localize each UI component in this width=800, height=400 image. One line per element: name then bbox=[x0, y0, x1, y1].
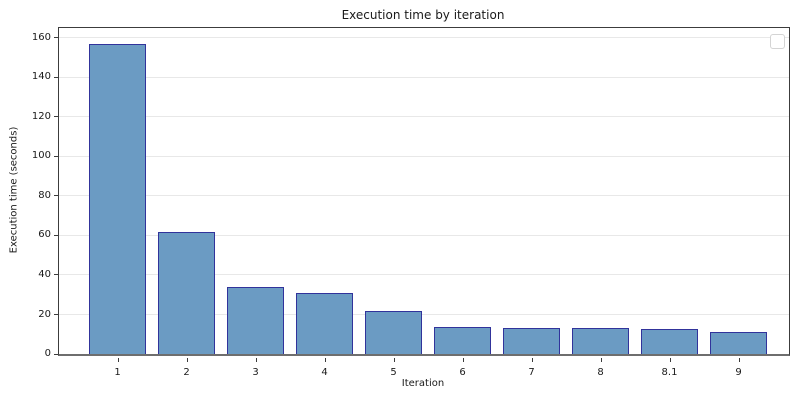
x-tick-label-3: 3 bbox=[252, 367, 259, 378]
y-tick-label: 20 bbox=[38, 308, 51, 320]
x-tick-mark bbox=[738, 358, 740, 362]
y-tick-label: 0 bbox=[44, 348, 51, 359]
x-tick-label-4: 4 bbox=[321, 367, 328, 378]
y-tick-mark bbox=[54, 195, 58, 197]
y-tick-label: 40 bbox=[38, 268, 51, 280]
x-tick-mark bbox=[462, 358, 464, 362]
bar-iteration-5 bbox=[364, 310, 423, 354]
y-tick-label: 160 bbox=[31, 31, 51, 43]
y-tick-mark bbox=[54, 37, 58, 39]
y-tick-mark bbox=[54, 76, 58, 78]
bar-iteration-4 bbox=[295, 292, 354, 354]
bar-iteration-7 bbox=[502, 328, 561, 354]
plot-area: 0 20 40 60 80 100 120 140 160 1 2 3 4 5 6 7 8 8.1 9 bbox=[32, 27, 790, 378]
gridline-y-80 bbox=[59, 195, 789, 197]
bars-row: 1 2 3 4 5 6 7 8 8.1 9 bbox=[59, 28, 789, 378]
y-axis-label: Execution time (seconds) bbox=[8, 126, 20, 254]
bar-iteration-3 bbox=[226, 286, 285, 354]
x-tick-label-8.1: 8.1 bbox=[661, 367, 678, 378]
bar-slot-7: 7 bbox=[497, 28, 566, 378]
x-tick-label-2: 2 bbox=[183, 367, 190, 378]
bar-slot-4: 4 bbox=[290, 28, 359, 378]
legend-box bbox=[770, 34, 785, 49]
y-tick-label: 140 bbox=[31, 71, 51, 83]
bar-iteration-8 bbox=[571, 328, 630, 354]
y-tick-label: 120 bbox=[31, 110, 51, 122]
x-tick-label-9: 9 bbox=[735, 367, 742, 378]
bar-iteration-1 bbox=[88, 43, 147, 354]
bar-slot-2: 2 bbox=[152, 28, 221, 378]
y-tick-label: 100 bbox=[31, 150, 51, 162]
gridline-y-120 bbox=[59, 116, 789, 118]
bar-slot-6: 6 bbox=[428, 28, 497, 378]
x-tick-mark bbox=[531, 358, 533, 362]
x-tick-label-8: 8 bbox=[597, 367, 604, 378]
x-tick-mark bbox=[117, 358, 119, 362]
bar-slot-8.1: 8.1 bbox=[635, 28, 704, 378]
y-tick-mark bbox=[54, 116, 58, 118]
x-tick-label-1: 1 bbox=[114, 367, 121, 378]
x-tick-mark bbox=[324, 358, 326, 362]
x-tick-label-5: 5 bbox=[390, 367, 397, 378]
y-tick-label: 80 bbox=[38, 189, 51, 201]
y-tick-mark bbox=[54, 274, 58, 276]
bar-slot-5: 5 bbox=[359, 28, 428, 378]
gridline-y-60 bbox=[59, 234, 789, 236]
bar-iteration-8.1 bbox=[640, 329, 699, 354]
bar-iteration-9 bbox=[709, 332, 768, 354]
y-tick-mark bbox=[54, 234, 58, 236]
x-tick-mark bbox=[255, 358, 257, 362]
bar-slot-3: 3 bbox=[221, 28, 290, 378]
x-tick-mark bbox=[600, 358, 602, 362]
gridline-y-100 bbox=[59, 155, 789, 157]
bar-slot-8: 8 bbox=[566, 28, 635, 378]
y-tick-mark bbox=[54, 155, 58, 157]
x-tick-mark bbox=[393, 358, 395, 362]
x-axis-label: Iteration bbox=[401, 378, 445, 389]
gridline-y-140 bbox=[59, 76, 789, 78]
bar-iteration-2 bbox=[157, 231, 216, 354]
y-tick-mark bbox=[54, 353, 58, 355]
y-tick-label: 60 bbox=[38, 229, 51, 241]
x-tick-label-6: 6 bbox=[459, 367, 466, 378]
bar-slot-1: 1 bbox=[83, 28, 152, 378]
gridline-y-40 bbox=[59, 274, 789, 276]
bar-slot-9: 9 bbox=[704, 28, 773, 378]
x-tick-mark bbox=[669, 358, 671, 362]
x-tick-mark bbox=[186, 358, 188, 362]
chart-title: Execution time by iteration bbox=[341, 8, 505, 22]
gridline-y-160 bbox=[59, 37, 789, 39]
gridline-y-20 bbox=[59, 314, 789, 315]
bar-iteration-6 bbox=[433, 327, 492, 354]
y-tick-mark bbox=[54, 314, 58, 315]
x-tick-label-7: 7 bbox=[528, 367, 535, 378]
